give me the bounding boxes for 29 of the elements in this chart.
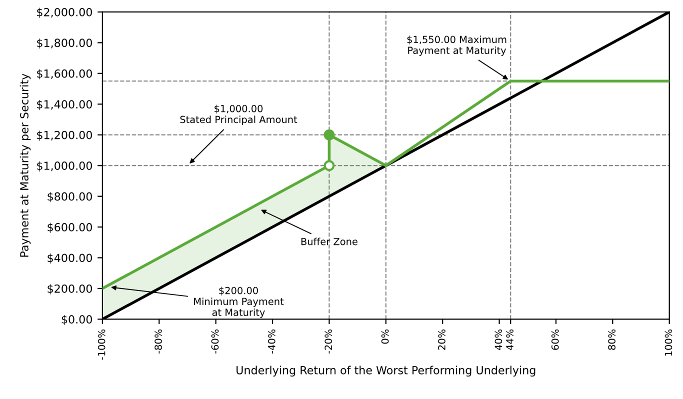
y-tick-label: $1,600.00 (37, 69, 92, 80)
y-tick-label: $200.00 (48, 284, 92, 294)
x-tick-label: 100% (664, 329, 672, 356)
annotation: Buffer Zone (301, 238, 358, 246)
annotation: $1,550.00 Maximum Payment at Maturity (407, 36, 506, 56)
y-tick-label: $2,000.00 (37, 8, 92, 18)
y-tick-label: $0.00 (62, 314, 92, 326)
y-tick-label: $1,400.00 (37, 100, 92, 110)
x-tick-label: 0% (381, 329, 389, 344)
x-tick-label: 60% (551, 329, 559, 350)
x-axis-title: Underlying Return of the Worst Performing Underlying (236, 366, 536, 377)
y-tick-label: $1,000.00 (37, 161, 92, 172)
y-tick-label: $1,800.00 (37, 38, 92, 49)
x-tick-label: -40% (268, 329, 276, 354)
x-tick-label: -20% (324, 329, 332, 354)
annotation: $1,000.00 Stated Principal Amount (180, 104, 298, 126)
y-tick-label: $800.00 (48, 192, 92, 202)
x-tick-label: -60% (211, 329, 219, 354)
x-tick-label: 20% (438, 329, 446, 350)
y-tick-label: $1,200.00 (37, 130, 92, 141)
y-axis-title: Payment at Maturity per Security (20, 74, 31, 257)
x-tick-label: 44% (506, 329, 514, 350)
annotation: $200.00 Minimum Payment at Maturity (194, 286, 284, 318)
x-tick-label: -80% (154, 329, 162, 354)
y-tick-label: $600.00 (48, 222, 92, 233)
x-tick-label: 80% (608, 329, 616, 350)
x-tick-label: 40% (494, 329, 502, 350)
y-tick-label: $400.00 (48, 254, 92, 264)
x-tick-label: -100% (98, 329, 106, 360)
